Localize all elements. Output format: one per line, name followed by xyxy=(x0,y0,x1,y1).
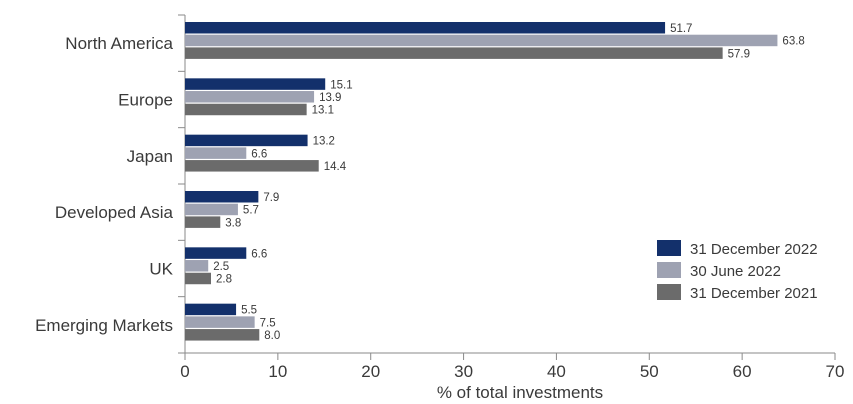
x-tick-label: 10 xyxy=(268,362,287,381)
bar-value-label: 57.9 xyxy=(728,48,750,60)
legend-swatch xyxy=(657,240,681,256)
bar xyxy=(185,160,319,172)
bar-value-label: 7.9 xyxy=(263,192,279,204)
category-label: Developed Asia xyxy=(55,203,174,222)
bar xyxy=(185,203,238,216)
bar xyxy=(185,47,723,59)
bar-value-label: 13.2 xyxy=(313,136,335,148)
legend-label: 31 December 2022 xyxy=(690,241,818,258)
category-label: Europe xyxy=(118,91,173,110)
legend: 31 December 2022 30 June 2022 31 December … xyxy=(657,240,818,302)
legend-label: 31 December 2021 xyxy=(690,285,818,302)
bar xyxy=(185,191,259,203)
x-tick-label: 0 xyxy=(180,362,189,381)
category-axis xyxy=(178,14,186,354)
bar-value-label: 7.5 xyxy=(260,317,276,329)
data-labels: 51.7 63.8 57.9 15.113.913.1 13.2 6.6 14.4 7.9 5.… xyxy=(213,23,805,342)
x-tick-label: 30 xyxy=(454,362,473,381)
bar xyxy=(185,78,326,90)
bar-value-label: 6.6 xyxy=(251,248,267,260)
x-tick-label: 20 xyxy=(361,362,380,381)
bar-value-label: 51.7 xyxy=(670,23,692,35)
bars xyxy=(185,22,778,341)
legend-swatch xyxy=(657,262,681,278)
x-axis-title: % of total investments xyxy=(437,383,603,402)
x-tick-label: 40 xyxy=(547,362,566,381)
legend-swatch xyxy=(657,284,681,300)
bar-value-label: 14.4 xyxy=(324,161,347,173)
bar xyxy=(185,103,307,116)
bar-value-label: 13.1 xyxy=(312,105,334,117)
bar xyxy=(185,147,247,159)
bar xyxy=(185,134,308,147)
x-tick-label: 70 xyxy=(826,362,845,381)
category-label: UK xyxy=(149,260,173,279)
bar-value-label: 2.8 xyxy=(216,274,232,286)
bar xyxy=(185,316,255,328)
bar xyxy=(185,303,237,316)
bar-value-label: 5.7 xyxy=(243,205,259,217)
bar-value-label: 8.0 xyxy=(264,330,280,342)
bar-value-label: 5.5 xyxy=(241,305,257,317)
bar-value-label: 6.6 xyxy=(251,148,267,160)
bar xyxy=(185,91,315,103)
legend-label: 30 June 2022 xyxy=(690,263,781,280)
bar xyxy=(185,272,211,285)
bar-value-label: 3.8 xyxy=(225,217,241,229)
bar-value-label: 13.9 xyxy=(319,92,341,104)
bar xyxy=(185,216,221,228)
bar xyxy=(185,247,247,259)
bar xyxy=(185,34,778,47)
x-tick-label: 60 xyxy=(733,362,752,381)
x-tick-label: 50 xyxy=(640,362,659,381)
bar-value-label: 63.8 xyxy=(782,36,804,48)
bar xyxy=(185,329,260,341)
category-labels: North America Europe Japan Developed Asia UK… xyxy=(35,34,174,335)
category-label: Emerging Markets xyxy=(35,316,173,335)
bar-value-label: 2.5 xyxy=(213,261,229,273)
value-axis: 0 10 20 30 40 50 60 70 xyxy=(180,352,845,381)
bar xyxy=(185,22,666,34)
category-label: Japan xyxy=(127,147,173,166)
category-label: North America xyxy=(65,34,173,53)
bar-value-label: 15.1 xyxy=(330,79,352,91)
bar xyxy=(185,260,209,272)
